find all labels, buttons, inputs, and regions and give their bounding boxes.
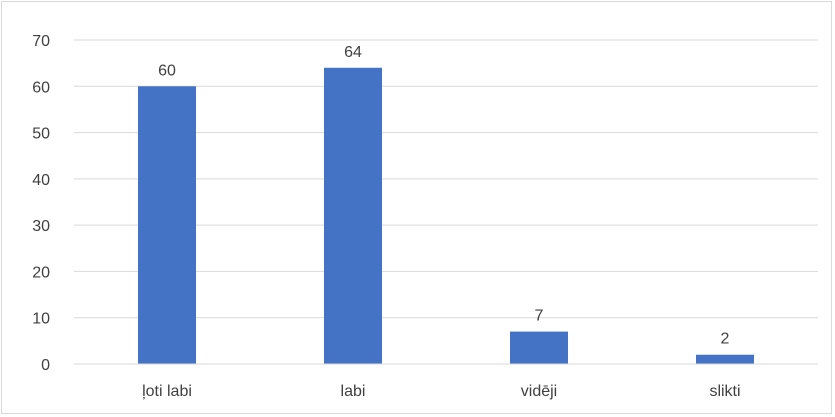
bars [138, 67, 754, 365]
y-tick-label: 30 [32, 218, 50, 235]
bar-1 [324, 67, 382, 365]
data-label-2: 7 [535, 308, 544, 325]
y-tick-label: 70 [32, 33, 50, 50]
bar-3 [696, 354, 754, 364]
y-tick-label: 0 [41, 357, 50, 374]
x-axis-category-labels: ļoti labi labi vidēji slikti [142, 383, 740, 400]
data-label-1: 64 [344, 44, 362, 61]
gridlines [74, 39, 818, 319]
y-tick-label: 10 [32, 311, 50, 328]
y-axis-tick-labels: 0 10 20 30 40 50 60 70 [32, 33, 50, 374]
y-tick-label: 60 [32, 79, 50, 96]
category-label-3: slikti [709, 383, 740, 400]
data-label-3: 2 [721, 331, 730, 348]
y-tick-label: 50 [32, 126, 50, 143]
y-tick-label: 20 [32, 264, 50, 281]
bar-0 [138, 86, 196, 365]
y-tick-label: 40 [32, 172, 50, 189]
category-label-0: ļoti labi [142, 383, 192, 400]
data-label-0: 60 [158, 62, 176, 79]
data-labels: 60 64 7 2 [158, 44, 729, 348]
category-label-2: vidēji [521, 383, 557, 400]
category-label-1: labi [341, 383, 366, 400]
bar-2 [510, 331, 568, 364]
